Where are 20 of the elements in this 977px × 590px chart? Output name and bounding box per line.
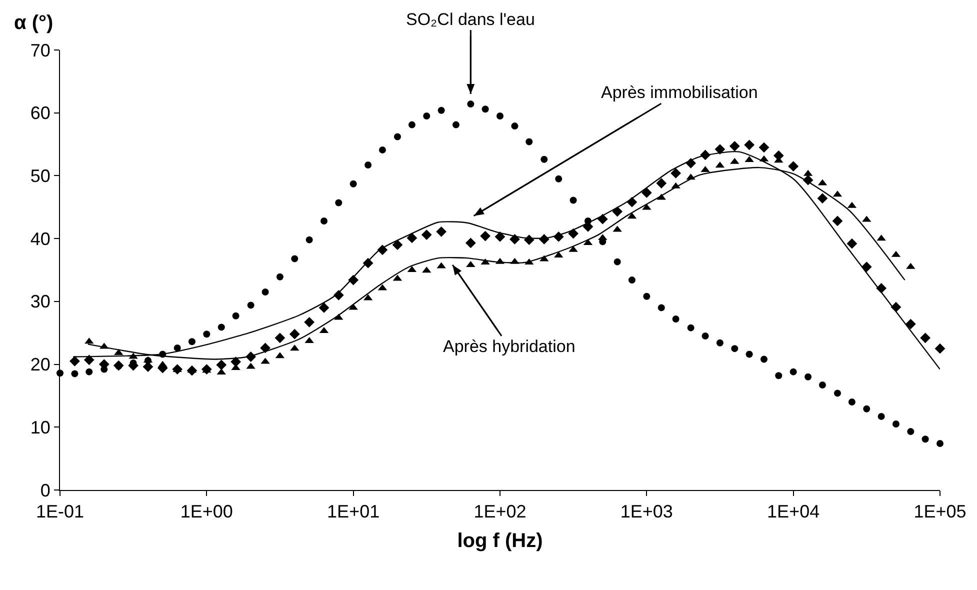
y-tick-label: 10 <box>30 417 50 438</box>
x-tick-label: 1E-01 <box>36 502 84 522</box>
y-tick-label: 50 <box>30 166 50 186</box>
y-tick-label: 70 <box>30 40 50 60</box>
x-tick-label: 1E+02 <box>474 502 526 522</box>
y-tick-label: 30 <box>30 292 50 312</box>
x-tick-label: 1E+00 <box>180 502 233 522</box>
x-axis-title: log f (Hz) <box>457 530 543 552</box>
y-tick-label: 60 <box>30 103 50 124</box>
y-tick-label: 40 <box>30 228 50 249</box>
y-axis-title: α (°) <box>14 12 54 34</box>
annotation: Après hybridation <box>443 337 576 356</box>
y-tick-label: 20 <box>30 354 50 375</box>
annotation: SO₂Cl dans l'eau <box>406 10 535 29</box>
y-tick-label: 0 <box>40 480 50 500</box>
x-tick-label: 1E+04 <box>767 502 820 522</box>
annotation: Après immobilisation <box>601 83 758 102</box>
x-tick-label: 1E+03 <box>620 502 673 522</box>
x-tick-label: 1E+01 <box>327 502 380 522</box>
x-tick-label: 1E+05 <box>914 502 966 522</box>
